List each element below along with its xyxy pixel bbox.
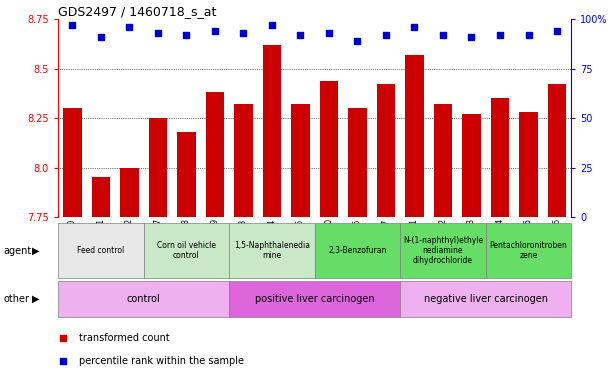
- Bar: [92, 177, 110, 217]
- Text: 2,3-Benzofuran: 2,3-Benzofuran: [328, 246, 387, 255]
- Bar: [63, 108, 82, 217]
- Point: [495, 32, 505, 38]
- Bar: [463, 114, 481, 217]
- Bar: [229, 281, 400, 317]
- Point: [438, 32, 448, 38]
- Bar: [491, 98, 510, 217]
- Point: [210, 28, 220, 34]
- Bar: [434, 104, 452, 217]
- Point: [324, 30, 334, 36]
- Text: ▶: ▶: [32, 294, 39, 304]
- Text: percentile rank within the sample: percentile rank within the sample: [79, 356, 244, 366]
- Point: [153, 30, 163, 36]
- Text: Feed control: Feed control: [77, 246, 125, 255]
- Bar: [405, 55, 424, 217]
- Point: [125, 24, 134, 30]
- Text: agent: agent: [3, 245, 31, 256]
- Point: [552, 28, 562, 34]
- Point: [296, 32, 306, 38]
- Bar: [486, 223, 571, 278]
- Point: [67, 22, 77, 28]
- Bar: [400, 281, 571, 317]
- Point: [238, 30, 248, 36]
- Point: [267, 22, 277, 28]
- Bar: [144, 223, 229, 278]
- Point: [467, 34, 477, 40]
- Text: negative liver carcinogen: negative liver carcinogen: [424, 294, 547, 304]
- Bar: [320, 81, 338, 217]
- Bar: [148, 118, 167, 217]
- Bar: [234, 104, 253, 217]
- Bar: [177, 132, 196, 217]
- Point: [356, 242, 366, 248]
- Point: [356, 32, 366, 38]
- Bar: [348, 108, 367, 217]
- Text: positive liver carcinogen: positive liver carcinogen: [255, 294, 375, 304]
- Text: ▶: ▶: [32, 245, 39, 256]
- Point: [96, 34, 106, 40]
- Bar: [58, 281, 229, 317]
- Bar: [229, 223, 315, 278]
- Text: transformed count: transformed count: [79, 333, 169, 343]
- Bar: [120, 167, 139, 217]
- Text: GDS2497 / 1460718_s_at: GDS2497 / 1460718_s_at: [58, 5, 216, 18]
- Bar: [263, 45, 281, 217]
- Bar: [58, 223, 144, 278]
- Bar: [206, 93, 224, 217]
- Bar: [519, 112, 538, 217]
- Text: Corn oil vehicle
control: Corn oil vehicle control: [157, 241, 216, 260]
- Text: Pentachloronitroben
zene: Pentachloronitroben zene: [489, 241, 568, 260]
- Text: N-(1-naphthyl)ethyle
nediamine
dihydrochloride: N-(1-naphthyl)ethyle nediamine dihydroch…: [403, 236, 483, 265]
- Bar: [315, 223, 400, 278]
- Point: [353, 38, 362, 44]
- Text: control: control: [126, 294, 161, 304]
- Text: other: other: [3, 294, 29, 304]
- Bar: [377, 84, 395, 217]
- Bar: [400, 223, 486, 278]
- Bar: [291, 104, 310, 217]
- Point: [409, 24, 419, 30]
- Point: [181, 32, 191, 38]
- Text: 1,5-Naphthalenedia
mine: 1,5-Naphthalenedia mine: [234, 241, 310, 260]
- Point: [524, 32, 533, 38]
- Bar: [548, 84, 566, 217]
- Point: [381, 32, 391, 38]
